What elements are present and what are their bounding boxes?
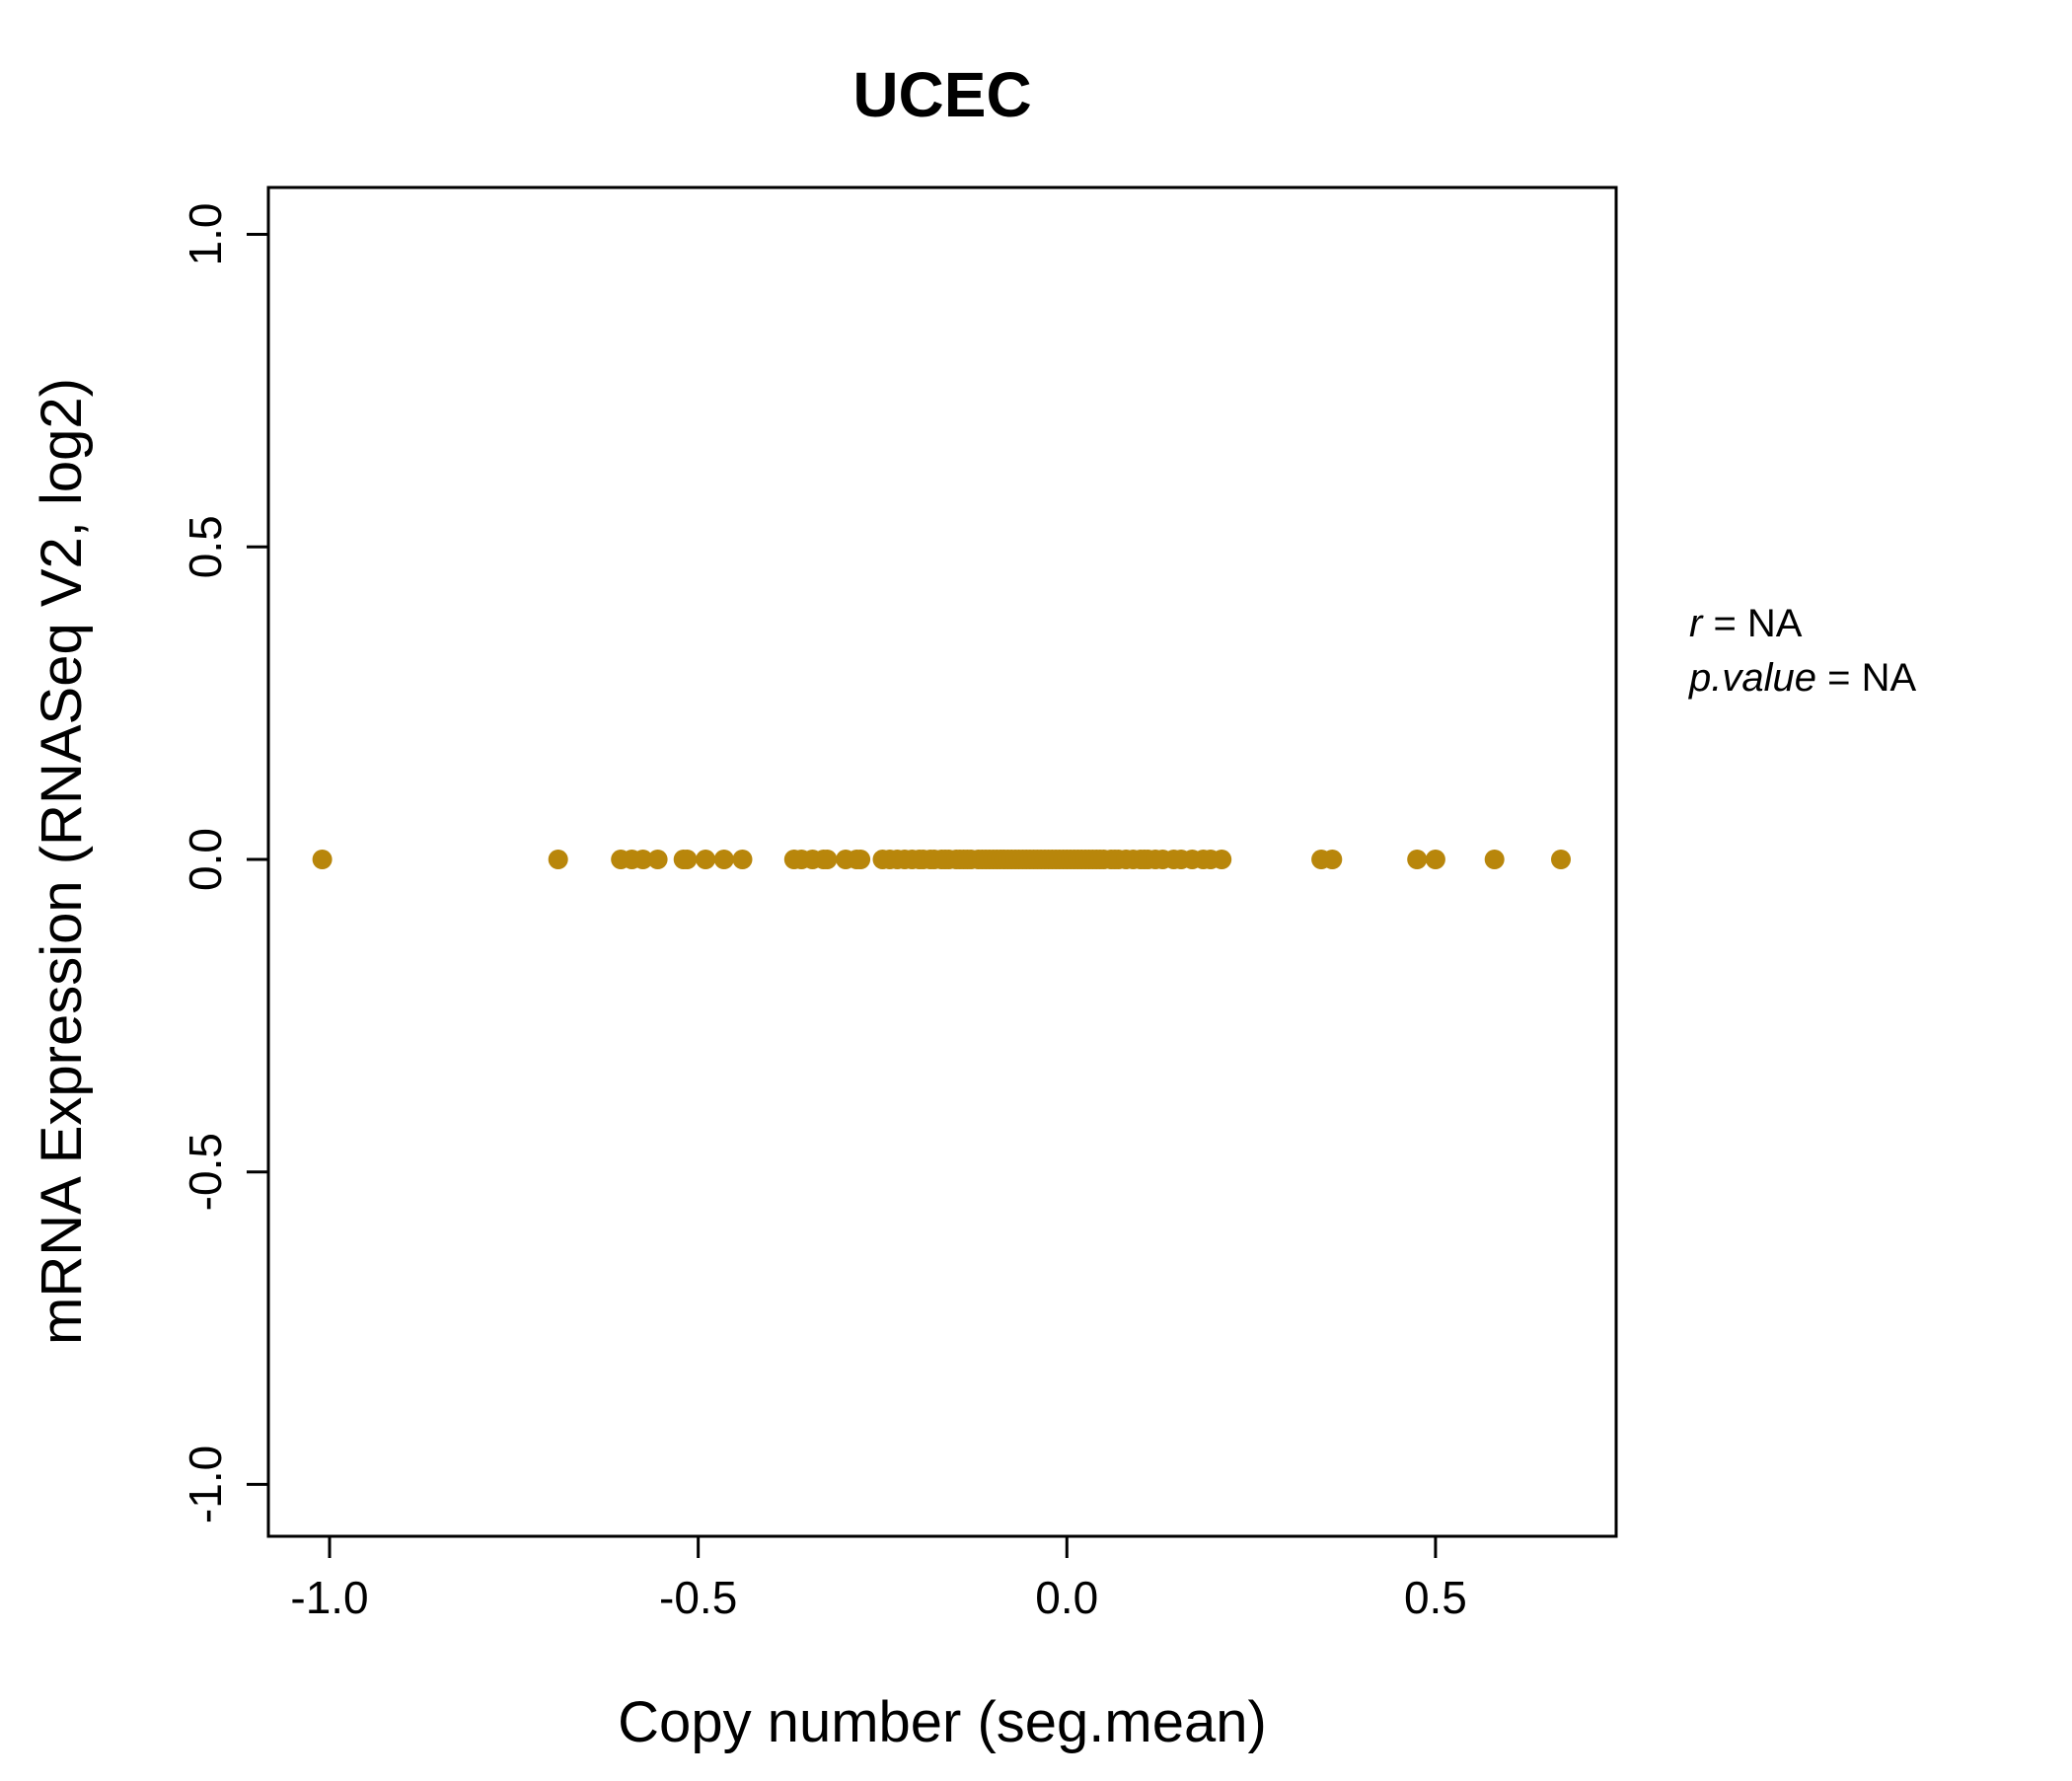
data-point xyxy=(677,850,698,869)
annotation-pvalue-variable: p.value xyxy=(1688,656,1816,700)
data-point xyxy=(1212,850,1232,869)
data-point xyxy=(1425,850,1445,869)
annotation-r: r = NA xyxy=(1689,602,1803,645)
x-tick-label: -0.5 xyxy=(659,1572,737,1623)
annotation-r-value: = NA xyxy=(1702,602,1802,645)
y-tick-label: -0.5 xyxy=(180,1133,231,1211)
y-tick-label: -1.0 xyxy=(180,1446,231,1523)
data-point xyxy=(1551,850,1571,869)
x-axis-label: Copy number (seg.mean) xyxy=(618,1690,1267,1754)
y-axis: -1.0 -0.5 0.0 0.5 1.0 xyxy=(180,203,268,1523)
scatter-points xyxy=(312,850,1571,869)
x-tick-label: -1.0 xyxy=(290,1572,368,1623)
data-point xyxy=(1484,850,1505,869)
plot-title: UCEC xyxy=(852,59,1031,130)
data-point xyxy=(1407,850,1428,869)
data-point xyxy=(1322,850,1343,869)
plot-area xyxy=(266,186,1618,1538)
data-point xyxy=(696,850,716,869)
y-tick-label: 1.0 xyxy=(180,203,231,266)
annotation-pvalue-value: = NA xyxy=(1816,656,1916,700)
annotation-r-variable: r xyxy=(1689,602,1704,645)
x-axis: -1.0 -0.5 0.0 0.5 xyxy=(290,1536,1467,1623)
data-point xyxy=(632,850,653,869)
x-tick-label: 0.5 xyxy=(1404,1572,1467,1623)
y-tick-label: 0.0 xyxy=(180,828,231,891)
y-tick-label: 0.5 xyxy=(180,515,231,578)
data-point xyxy=(732,850,753,869)
data-point xyxy=(817,850,838,869)
data-point xyxy=(713,850,734,869)
annotation-pvalue: p.value = NA xyxy=(1688,656,1916,700)
data-point xyxy=(548,850,568,869)
x-tick-label: 0.0 xyxy=(1035,1572,1098,1623)
data-point xyxy=(647,850,668,869)
y-axis-label: mRNA Expression (RNASeq V2, log2) xyxy=(30,378,94,1345)
data-point xyxy=(312,850,333,869)
data-point xyxy=(851,850,871,869)
